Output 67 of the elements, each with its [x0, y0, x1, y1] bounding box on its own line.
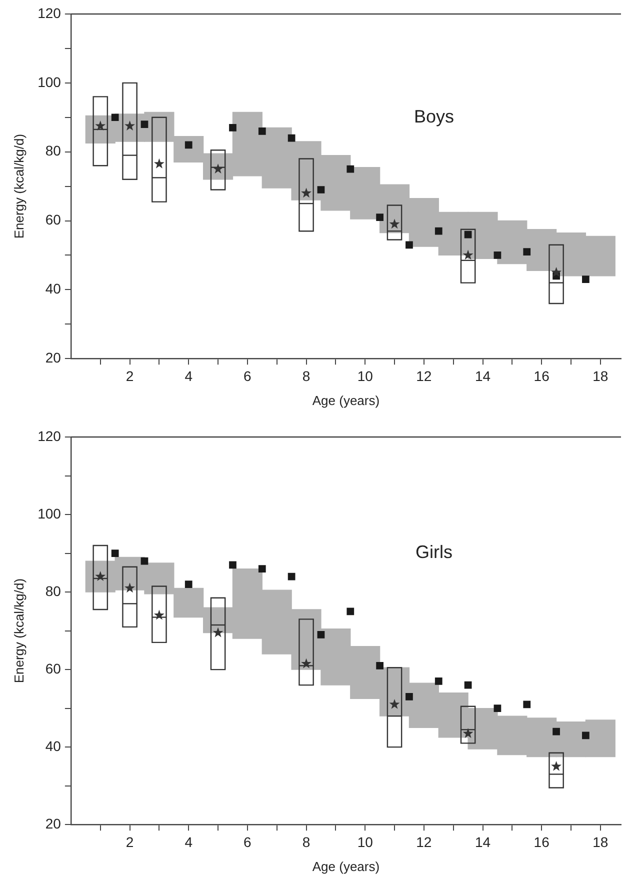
point	[582, 732, 590, 740]
y-tick-label: 60	[45, 660, 62, 676]
y-tick-label: 40	[45, 280, 62, 297]
point	[346, 608, 354, 616]
x-tick-label: 2	[126, 368, 134, 384]
point	[434, 678, 442, 685]
point	[464, 230, 472, 238]
point	[406, 241, 413, 249]
y-tick-label: 80	[45, 582, 62, 599]
point	[523, 700, 531, 708]
y-axis-title: Energy (kcal/kg/d)	[11, 578, 26, 684]
x-tick-label: 16	[534, 834, 550, 850]
y-tick-label: 60	[45, 212, 62, 228]
x-tick-label: 14	[474, 834, 491, 850]
x-tick-label: 18	[592, 368, 608, 384]
y-tick-label: 80	[45, 142, 62, 159]
point	[111, 550, 119, 557]
x-tick-label: 18	[592, 834, 608, 850]
point	[464, 681, 472, 689]
point	[376, 214, 384, 221]
y-tick-label: 40	[45, 738, 62, 754]
y-tick-label: 20	[45, 349, 62, 366]
point	[111, 114, 119, 122]
x-tick-label: 10	[357, 368, 374, 384]
point	[582, 276, 590, 284]
y-tick-label: 100	[38, 74, 62, 90]
point	[376, 662, 384, 670]
point	[258, 127, 266, 135]
point	[494, 252, 502, 259]
x-tick-label: 4	[184, 368, 193, 384]
point	[317, 630, 325, 638]
point	[288, 134, 296, 142]
point	[184, 580, 192, 588]
x-tick-label: 2	[126, 834, 134, 850]
x-tick-label: 6	[244, 368, 252, 384]
point	[523, 248, 531, 256]
point	[494, 704, 502, 712]
x-axis-title: Age (years)	[312, 392, 380, 408]
y-axis-title: Energy (kcal/kg/d)	[11, 134, 26, 239]
y-tick-label: 20	[45, 815, 62, 832]
y-tick-label: 100	[38, 505, 62, 522]
point	[184, 141, 192, 149]
x-axis-title: Age (years)	[312, 858, 380, 874]
point	[552, 728, 560, 736]
x-tick-label: 12	[416, 834, 432, 850]
y-tick-label: 120	[38, 428, 62, 444]
x-tick-label: 16	[534, 368, 550, 384]
x-tick-label: 10	[357, 834, 374, 850]
x-tick-label: 12	[416, 368, 432, 384]
point	[229, 561, 236, 569]
x-tick-label: 4	[184, 834, 193, 850]
text: Girls	[415, 542, 452, 562]
point	[434, 227, 442, 235]
point	[140, 120, 148, 128]
x-tick-label: 8	[302, 834, 310, 850]
point	[346, 165, 354, 173]
x-tick-label: 8	[302, 368, 310, 384]
point	[288, 572, 296, 580]
y-tick-label: 120	[38, 4, 62, 21]
point	[406, 693, 413, 700]
point	[258, 565, 266, 572]
x-tick-label: 6	[244, 834, 252, 850]
point	[140, 557, 148, 565]
text: Boys	[414, 106, 454, 126]
point	[229, 124, 236, 132]
x-tick-label: 14	[474, 368, 491, 384]
point	[317, 186, 325, 194]
